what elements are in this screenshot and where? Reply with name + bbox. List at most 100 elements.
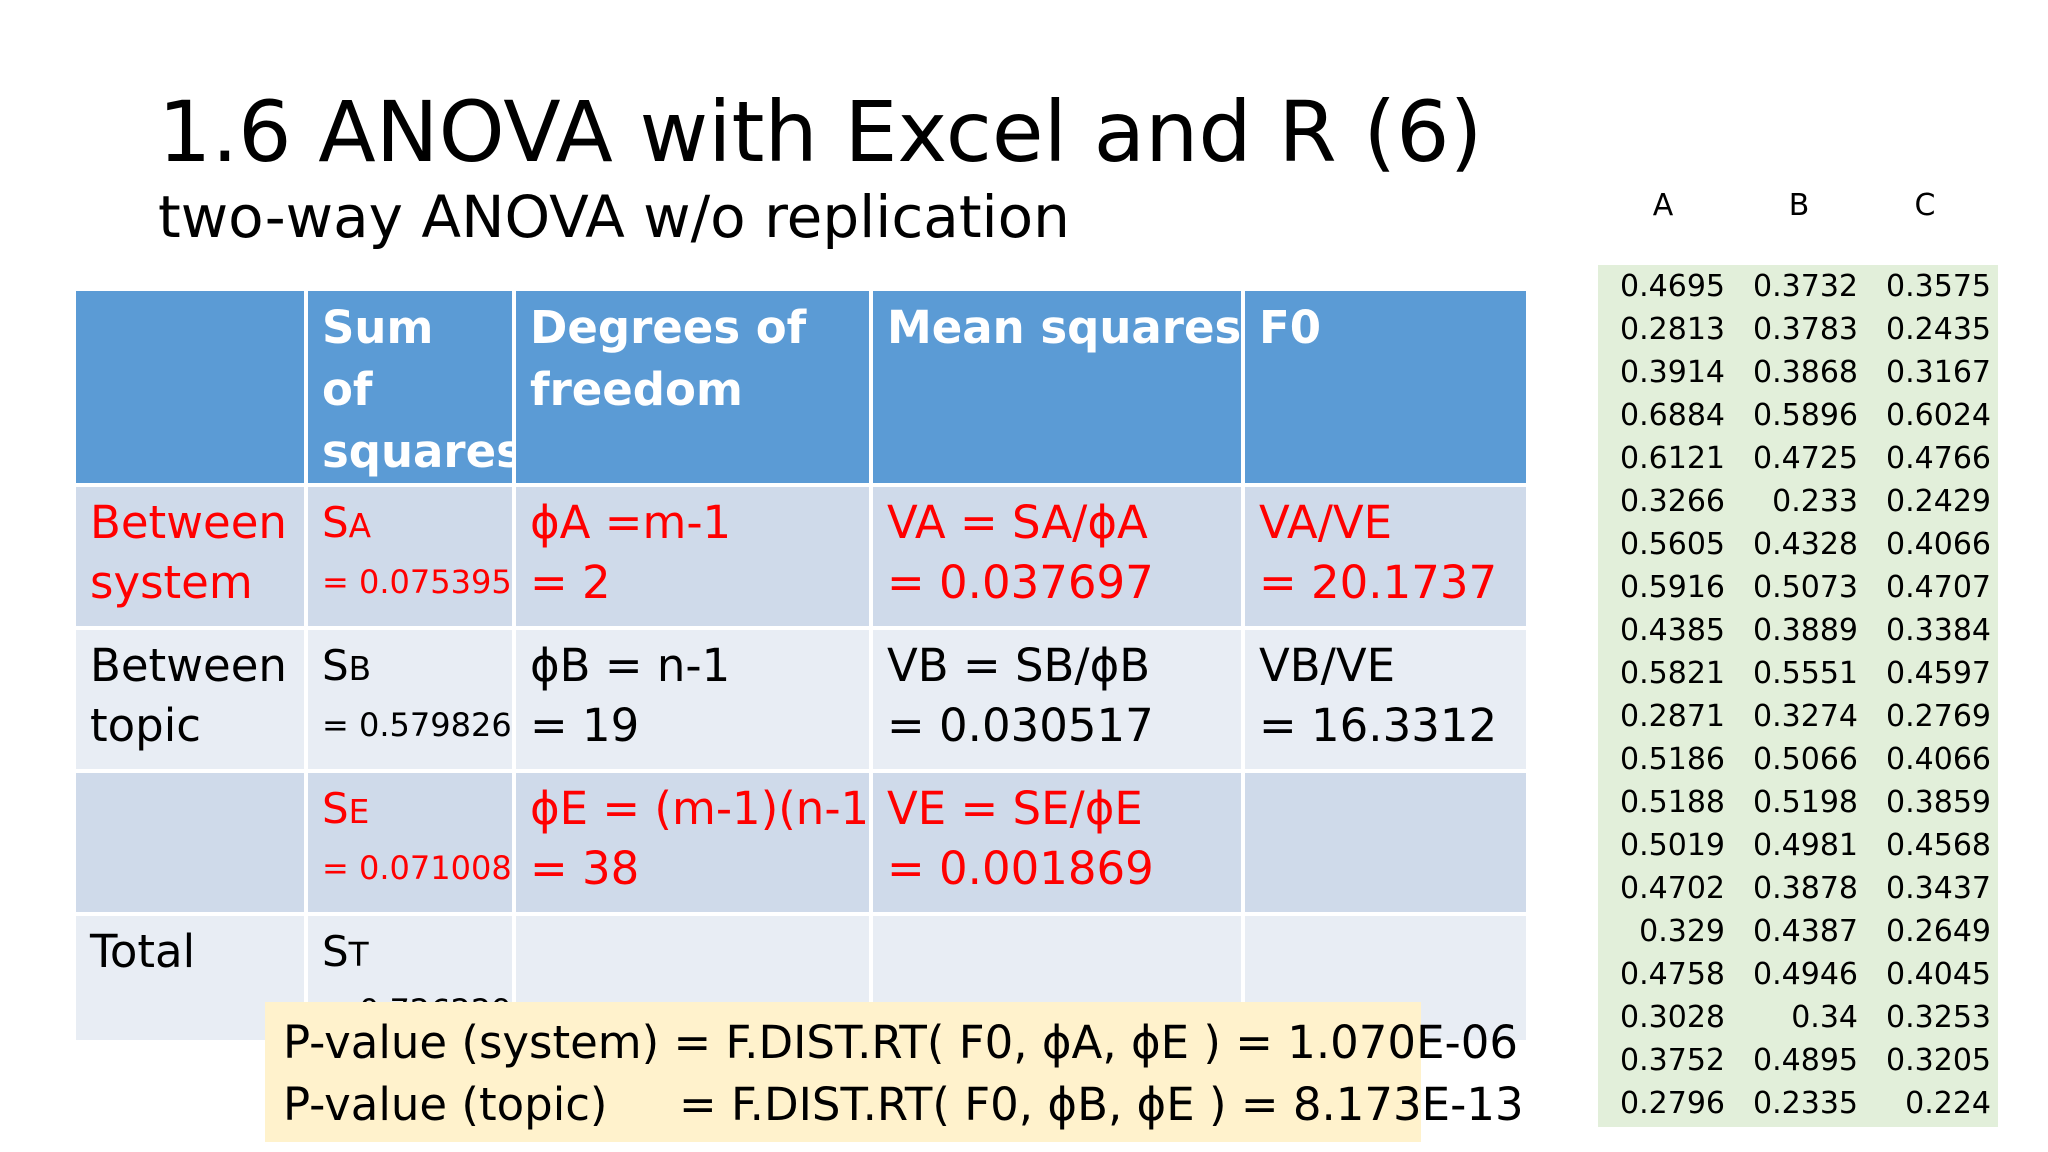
data-cell: 0.4707 [1886, 570, 1991, 605]
data-row: 0.5605 0.4328 0.4066 [1598, 523, 1998, 566]
data-cell: 0.3437 [1886, 871, 1991, 906]
data-cell: 0.4946 [1753, 957, 1858, 992]
data-cell: 0.4568 [1886, 828, 1991, 863]
data-row: 0.3752 0.4895 0.3205 [1598, 1039, 1998, 1082]
ss-system-symbol: S [322, 498, 349, 547]
data-cell: 0.5198 [1753, 785, 1858, 820]
header-empty [72, 287, 308, 487]
ss-error-sub: E [348, 793, 370, 831]
data-row: 0.6884 0.5896 0.6024 [1598, 394, 1998, 437]
data-cell: 0.4385 [1620, 613, 1725, 648]
data-cell: 0.3752 [1620, 1043, 1725, 1078]
ss-topic: SB = 0.579826 [304, 626, 516, 773]
data-cell: 0.4387 [1753, 914, 1858, 949]
data-cell: 0.3205 [1886, 1043, 1991, 1078]
data-row: 0.6121 0.4725 0.4766 [1598, 437, 1998, 480]
ss-error-value: = 0.071008 [322, 849, 512, 887]
data-cell: 0.3575 [1886, 269, 1991, 304]
data-row: 0.5916 0.5073 0.4707 [1598, 566, 1998, 609]
ss-system: SA = 0.075395 [304, 483, 516, 630]
data-cell: 0.2649 [1886, 914, 1991, 949]
ms-system-value: = 0.037697 [887, 556, 1154, 609]
data-row: 0.5188 0.5198 0.3859 [1598, 781, 1998, 824]
data-cell: 0.4066 [1886, 742, 1991, 777]
ss-total-sub: T [348, 936, 369, 974]
df-topic: ϕB = n-1 = 19 [512, 626, 873, 773]
column-header-c: C [1914, 188, 1936, 223]
data-cell: 0.5896 [1753, 398, 1858, 433]
df-error: ϕE = (m-1)(n-1) = 38 [512, 769, 873, 916]
data-cell: 0.4702 [1620, 871, 1725, 906]
ms-topic-value: = 0.030517 [887, 699, 1154, 752]
data-cell: 0.4045 [1886, 957, 1991, 992]
header-mean-squares: Mean squares [869, 287, 1245, 487]
ss-system-value: = 0.075395 [322, 563, 512, 601]
f-error [1241, 769, 1530, 916]
data-cell: 0.4895 [1753, 1043, 1858, 1078]
data-cell: 0.3732 [1753, 269, 1858, 304]
data-cell: 0.2871 [1620, 699, 1725, 734]
data-row: 0.4385 0.3889 0.3384 [1598, 609, 1998, 652]
data-cell: 0.224 [1905, 1086, 1991, 1121]
data-cell: 0.5186 [1620, 742, 1725, 777]
data-cell: 0.5821 [1620, 656, 1725, 691]
data-cell: 0.5066 [1753, 742, 1858, 777]
data-row: 0.4758 0.4946 0.4045 [1598, 953, 1998, 996]
data-cell: 0.3253 [1886, 1000, 1991, 1035]
data-cell: 0.2435 [1886, 312, 1991, 347]
data-cell: 0.329 [1639, 914, 1725, 949]
data-cell: 0.3266 [1620, 484, 1725, 519]
table-row-system: Between system SA = 0.075395 ϕA =m-1 = 2… [72, 483, 1530, 630]
slide-title: 1.6 ANOVA with Excel and R (6) [158, 83, 1483, 181]
data-row: 0.2796 0.2335 0.224 [1598, 1082, 1998, 1125]
data-cell: 0.2813 [1620, 312, 1725, 347]
f-topic: VB/VE = 16.3312 [1241, 626, 1530, 773]
ss-error-symbol: S [322, 784, 349, 833]
data-cell: 0.5188 [1620, 785, 1725, 820]
table-row-topic: Between topic SB = 0.579826 ϕB = n-1 = 1… [72, 626, 1530, 773]
table-header-row: Sum of squares Degrees of freedom Mean s… [72, 287, 1530, 487]
df-system-formula: ϕA =m-1 [530, 496, 732, 549]
df-system-value: = 2 [530, 556, 611, 609]
ss-topic-symbol: S [322, 641, 349, 690]
data-cell: 0.4766 [1886, 441, 1991, 476]
data-cell: 0.3274 [1753, 699, 1858, 734]
pvalue-box: P-value (system) = F.DIST.RT( F0, ϕA, ϕE… [265, 1002, 1524, 1142]
f-system-value: = 20.1737 [1259, 556, 1498, 609]
data-cell: 0.5073 [1753, 570, 1858, 605]
column-header-a: A [1652, 188, 1674, 223]
ss-topic-sub: B [348, 650, 372, 688]
data-cell: 0.3028 [1620, 1000, 1725, 1035]
data-cell: 0.4725 [1753, 441, 1858, 476]
df-error-value: = 38 [530, 842, 640, 895]
data-cell: 0.3859 [1886, 785, 1991, 820]
ss-error: SE = 0.071008 [304, 769, 516, 916]
df-error-formula: ϕE = (m-1)(n-1) [530, 782, 871, 835]
ms-error-formula: VE = SE/ϕE [887, 782, 1143, 835]
data-row: 0.4702 0.3878 0.3437 [1598, 867, 1998, 910]
data-row: 0.3266 0.233 0.2429 [1598, 480, 1998, 523]
data-column-headers: A B C [1598, 188, 1998, 238]
data-cell: 0.2796 [1620, 1086, 1725, 1121]
pvalue-system: P-value (system) = F.DIST.RT( F0, ϕA, ϕE… [283, 1016, 1518, 1069]
row-label-system: Between system [72, 483, 308, 630]
ms-topic-formula: VB = SB/ϕB [887, 639, 1151, 692]
data-cell: 0.3889 [1753, 613, 1858, 648]
data-cell: 0.6884 [1620, 398, 1725, 433]
data-cell: 0.4695 [1620, 269, 1725, 304]
header-degrees-of-freedom: Degrees of freedom [512, 287, 873, 487]
data-row: 0.3028 0.34 0.3253 [1598, 996, 1998, 1039]
data-cell: 0.4758 [1620, 957, 1725, 992]
data-cell: 0.3914 [1620, 355, 1725, 390]
data-cell: 0.5605 [1620, 527, 1725, 562]
data-cell: 0.4597 [1886, 656, 1991, 691]
df-topic-formula: ϕB = n-1 [530, 639, 731, 692]
ms-topic: VB = SB/ϕB = 0.030517 [869, 626, 1245, 773]
ms-error: VE = SE/ϕE = 0.001869 [869, 769, 1245, 916]
data-row: 0.5019 0.4981 0.4568 [1598, 824, 1998, 867]
data-cell: 0.2769 [1886, 699, 1991, 734]
ss-topic-value: = 0.579826 [322, 706, 512, 744]
data-cell: 0.6024 [1886, 398, 1991, 433]
data-cell: 0.5019 [1620, 828, 1725, 863]
df-system: ϕA =m-1 = 2 [512, 483, 873, 630]
